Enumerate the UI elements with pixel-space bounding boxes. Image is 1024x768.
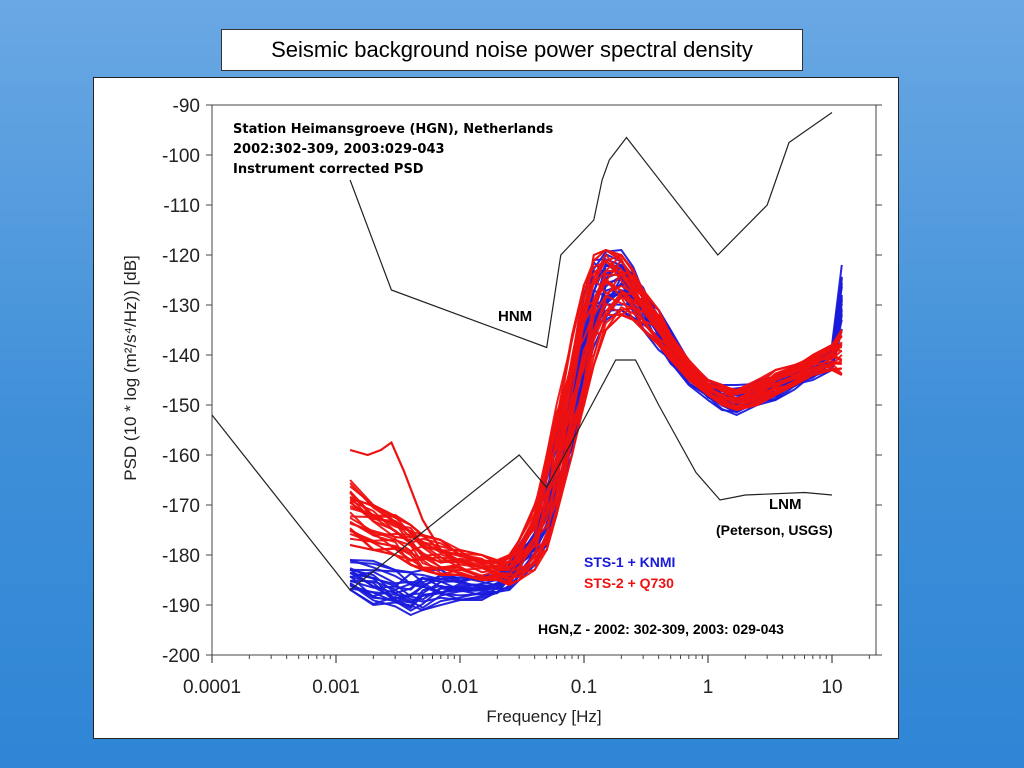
dates-note: 2002:302-309, 2003:029-043 (233, 142, 445, 157)
y-tick-label: -170 (162, 496, 200, 517)
processing-note: Instrument corrected PSD (233, 162, 424, 177)
plot-panel: -90 -100 -110 -120 -130 -140 -150 -160 -170 -180 -… (93, 77, 899, 739)
y-axis-title: PSD (10 * log (m²/s⁴/Hz)) [dB] (121, 255, 140, 481)
sts2-curve-27 (349, 249, 843, 565)
sts2-curve-19 (349, 258, 843, 569)
psd-chart: -90 -100 -110 -120 -130 -140 -150 -160 -170 -180 -… (121, 96, 882, 726)
y-tick-label: -150 (162, 396, 200, 417)
slide-title: Seismic background noise power spectral … (221, 29, 803, 71)
plot-frame (211, 104, 877, 656)
x-tick-label: 0.01 (442, 677, 479, 698)
y-tick-label: -120 (162, 246, 200, 267)
y-tick-label: -130 (162, 296, 200, 317)
sts2-curve-25 (349, 302, 843, 581)
hnm-label: HNM (498, 308, 532, 325)
noise-models (211, 112, 833, 591)
legend-sts2: STS-2 + Q730 (584, 575, 674, 591)
y-tick-label: -140 (162, 346, 200, 367)
y-tick-label: -160 (162, 446, 200, 467)
x-tick-label: 0.001 (312, 677, 360, 698)
x-tick-label: 1 (703, 677, 714, 698)
psd-curves (349, 249, 843, 616)
station-note: Station Heimansgroeve (HGN), Netherlands (233, 122, 553, 137)
x-axis-title: Frequency [Hz] (486, 707, 601, 726)
sts2-curve-21 (349, 273, 843, 574)
lnm-source-label: (Peterson, USGS) (716, 522, 833, 538)
y-tick-label: -200 (162, 646, 200, 667)
x-tick-label: 10 (821, 677, 842, 698)
legend-sts1: STS-1 + KNMI (584, 554, 675, 570)
x-tick-label: 0.1 (571, 677, 597, 698)
footer-note: HGN,Z - 2002: 302-309, 2003: 029-043 (538, 621, 784, 637)
sts2-outlier-curve (349, 440, 461, 566)
sts2-curve-26 (349, 253, 842, 568)
y-axis-ticks: -90 -100 -110 -120 -130 -140 -150 -160 -170 -180 -… (162, 96, 882, 667)
hnm-model-line (349, 112, 833, 349)
x-axis-ticks: 0.0001 0.001 0.01 0.1 1 10 (183, 655, 870, 698)
x-tick-label: 0.0001 (183, 677, 241, 698)
sts2-curve-28 (349, 249, 843, 563)
y-tick-label: -190 (162, 596, 200, 617)
sts2-curve-24 (349, 269, 843, 570)
y-tick-label: -100 (162, 146, 200, 167)
y-tick-label: -90 (173, 96, 200, 117)
y-tick-label: -180 (162, 546, 200, 567)
lnm-model-line (211, 359, 833, 591)
y-tick-label: -110 (163, 196, 200, 217)
lnm-label: LNM (769, 496, 802, 513)
